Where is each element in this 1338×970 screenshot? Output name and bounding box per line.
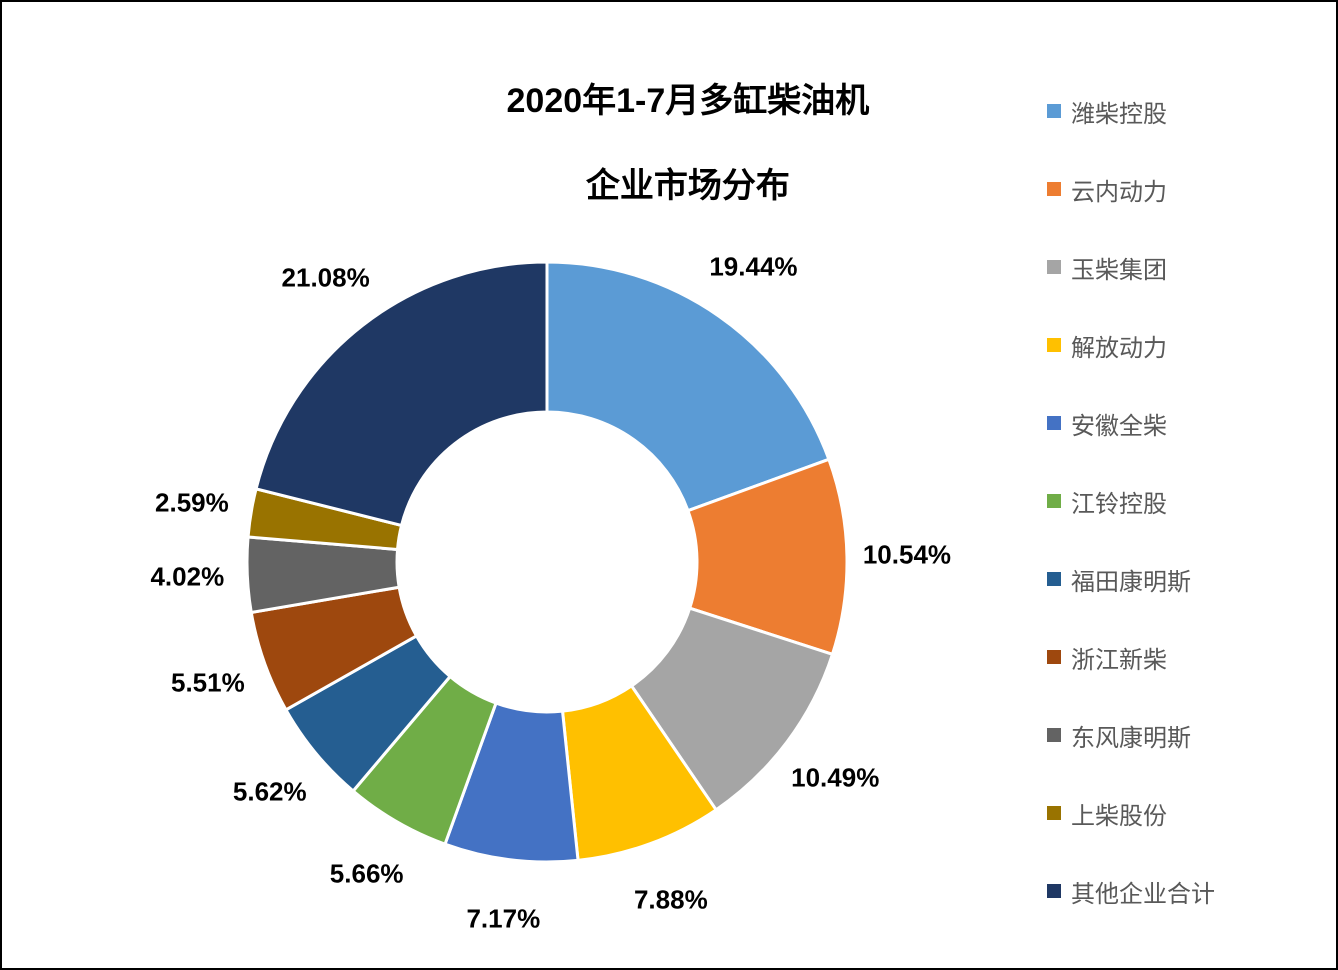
legend-label-10: 其他企业合计 bbox=[1071, 874, 1215, 909]
data-label-4: 7.17% bbox=[466, 904, 540, 935]
legend-item-7: 浙江新柴 bbox=[1047, 618, 1215, 696]
legend-label-3: 解放动力 bbox=[1071, 328, 1167, 363]
donut-chart bbox=[127, 142, 967, 970]
legend-item-2: 玉柴集团 bbox=[1047, 228, 1215, 306]
legend-swatch-2 bbox=[1047, 260, 1061, 274]
legend-swatch-9 bbox=[1047, 806, 1061, 820]
legend-label-2: 玉柴集团 bbox=[1071, 250, 1167, 285]
legend-label-4: 安徽全柴 bbox=[1071, 406, 1167, 441]
legend-label-0: 潍柴控股 bbox=[1071, 94, 1167, 129]
chart-frame: 2020年1-7月多缸柴油机 企业市场分布 19.44%10.54%10.49%… bbox=[0, 0, 1338, 970]
legend-item-0: 潍柴控股 bbox=[1047, 72, 1215, 150]
legend-item-4: 安徽全柴 bbox=[1047, 384, 1215, 462]
data-label-7: 5.51% bbox=[171, 667, 245, 698]
legend-swatch-10 bbox=[1047, 884, 1061, 898]
data-label-2: 10.49% bbox=[791, 762, 879, 793]
legend-swatch-0 bbox=[1047, 104, 1061, 118]
legend-swatch-5 bbox=[1047, 494, 1061, 508]
legend-swatch-6 bbox=[1047, 572, 1061, 586]
legend-item-10: 其他企业合计 bbox=[1047, 852, 1215, 930]
legend-label-6: 福田康明斯 bbox=[1071, 562, 1191, 597]
data-label-6: 5.62% bbox=[233, 776, 307, 807]
legend-item-6: 福田康明斯 bbox=[1047, 540, 1215, 618]
legend-swatch-8 bbox=[1047, 728, 1061, 742]
legend-label-7: 浙江新柴 bbox=[1071, 640, 1167, 675]
legend-item-1: 云内动力 bbox=[1047, 150, 1215, 228]
legend-label-1: 云内动力 bbox=[1071, 172, 1167, 207]
data-label-3: 7.88% bbox=[634, 885, 708, 916]
legend-label-8: 东风康明斯 bbox=[1071, 718, 1191, 753]
data-label-9: 2.59% bbox=[155, 487, 229, 518]
data-label-0: 19.44% bbox=[709, 252, 797, 283]
data-label-10: 21.08% bbox=[282, 263, 370, 294]
legend-swatch-7 bbox=[1047, 650, 1061, 664]
data-label-8: 4.02% bbox=[150, 562, 224, 593]
data-label-1: 10.54% bbox=[863, 540, 951, 571]
chart-title-line1: 2020年1-7月多缸柴油机 bbox=[507, 82, 870, 120]
legend-swatch-3 bbox=[1047, 338, 1061, 352]
legend-label-5: 江铃控股 bbox=[1071, 484, 1167, 519]
legend-swatch-4 bbox=[1047, 416, 1061, 430]
data-label-5: 5.66% bbox=[330, 858, 404, 889]
legend: 潍柴控股云内动力玉柴集团解放动力安徽全柴江铃控股福田康明斯浙江新柴东风康明斯上柴… bbox=[1047, 72, 1215, 930]
legend-item-8: 东风康明斯 bbox=[1047, 696, 1215, 774]
legend-swatch-1 bbox=[1047, 182, 1061, 196]
legend-item-5: 江铃控股 bbox=[1047, 462, 1215, 540]
slice-10 bbox=[256, 262, 547, 525]
legend-label-9: 上柴股份 bbox=[1071, 796, 1167, 831]
legend-item-3: 解放动力 bbox=[1047, 306, 1215, 384]
legend-item-9: 上柴股份 bbox=[1047, 774, 1215, 852]
